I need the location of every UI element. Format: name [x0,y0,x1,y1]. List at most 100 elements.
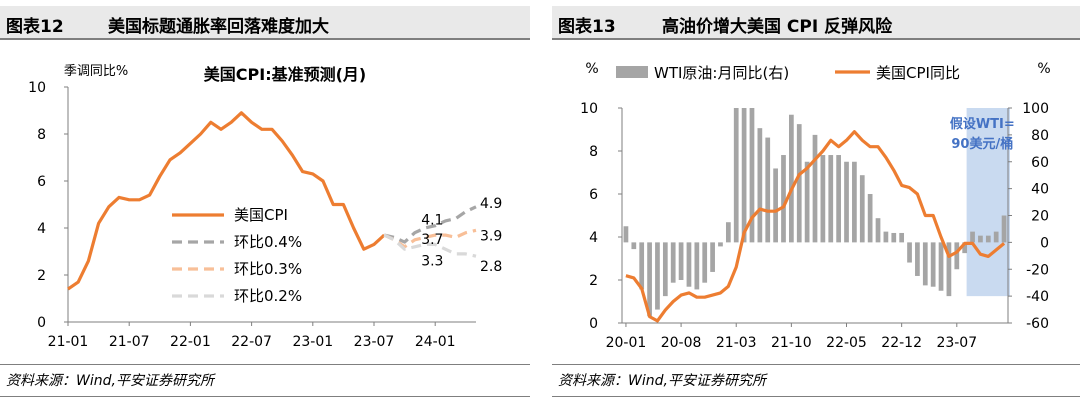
wti-yoy-bar [662,242,668,297]
wti-yoy-bar [757,128,763,243]
y-axis-title: 季调同比% [64,64,128,79]
data-label: 4.1 [421,213,443,229]
wti-yoy-bar [899,232,905,243]
wti-yoy-bar [1001,215,1007,243]
wti-yoy-bar [773,168,778,243]
x-tick-label: 22-12 [881,335,922,351]
x-tick-label: 23-07 [354,334,395,350]
us-cpi-yoy-line [625,130,1006,323]
left-bottom-divider [0,396,530,397]
wti-yoy-bar [647,242,652,317]
right-y-tick-label: 100 [1022,101,1049,117]
wti-yoy-bar [867,194,873,243]
wti-yoy-bar [796,124,802,243]
x-tick-label: 20-08 [661,335,702,351]
cpi-forecast-chart: 0 2 4 6 8 10 21-01 21-07 22-01 22-07 23-01 23-07 24-… [28,64,502,350]
wti-yoy-bar [686,242,692,287]
right-title-bar: 图表13 高油价增大美国 CPI 反弹风险 [552,6,1080,40]
y-tick-label: 2 [37,268,46,284]
wti-yoy-bar [789,114,794,243]
right-figure-title: 高油价增大美国 CPI 反弹风险 [662,17,893,37]
data-label: 4.9 [480,196,502,212]
right-y-tick-label: 40 [1031,182,1049,198]
wti-yoy-bar [883,231,889,243]
right-y-axis-unit: % [1037,61,1050,77]
left-title-bar: 图表12 美国标题通胀率回落难度加大 [0,6,530,40]
wti-yoy-bar [946,242,952,297]
left-figure-number: 图表12 [6,17,64,37]
wti-yoy-bar [655,242,660,310]
oil-cpi-chart: 0 2 4 6 8 10 -60 -40 -20 0 20 40 60 80 100 20-01 20-08 21… [580,61,1050,351]
legend-label: WTI原油:月同比(右) [654,64,789,82]
x-tick-label: 21-10 [771,335,812,351]
legend-label: 环比0.2% [234,287,302,305]
right-y-tick-label: -20 [1026,262,1049,278]
mom-0.2-line [383,233,477,258]
scenario-annotation-line2: 90美元/桶 [951,136,1013,152]
left-figure-title: 美国标题通胀率回落难度加大 [108,17,329,37]
wti-yoy-bar [749,108,755,243]
wti-yoy-bar [694,242,700,290]
right-source-note: 资料来源：Wind,平安证券研究所 [558,373,766,389]
wti-yoy-bar [710,242,715,272]
x-tick-label: 24-01 [415,334,456,350]
x-tick-label: 21-03 [716,335,757,351]
y-tick-label: 0 [37,315,46,331]
wti-yoy-bar [985,235,991,243]
wti-yoy-bar [639,242,645,290]
left-source-note: 资料来源：Wind,平安证券研究所 [6,373,214,389]
left-y-tick-label: 10 [580,101,598,117]
wti-yoy-bar [852,161,857,243]
data-label: 3.3 [421,253,443,269]
right-bottom-divider [552,396,1080,397]
wti-yoy-bar [993,231,999,243]
wti-yoy-bar [670,242,676,283]
wti-yoy-bar [938,242,944,291]
right-figure-panel: 图表13 高油价增大美国 CPI 反弹风险 0 2 4 6 8 10 -60 -40 -20 0 2… [552,0,1080,405]
x-tick-label: 23-01 [292,334,333,350]
wti-yoy-bar [930,242,936,287]
y-tick-label: 6 [37,174,46,190]
x-tick-label: 21-07 [109,334,150,350]
legend-swatch-bar [616,66,648,78]
wti-yoy-bar [733,108,739,243]
wti-yoy-bar [820,155,826,243]
right-source-divider [552,364,1080,365]
wti-yoy-bar [859,175,865,243]
wti-yoy-bar [844,161,849,243]
right-y-tick-label: 80 [1031,128,1049,144]
left-figure-panel: 图表12 美国标题通胀率回落难度加大 0 2 4 6 8 10 21-01 21-07 22-0… [0,0,530,405]
mom-0.4-line [383,205,477,244]
wti-yoy-bar [954,242,960,270]
wti-yoy-bar [836,155,841,243]
left-y-tick-label: 6 [589,187,598,203]
wti-yoy-bar [741,108,747,243]
y-tick-label: 4 [37,221,46,237]
x-tick-label: 22-01 [170,334,211,350]
wti-yoy-bar [631,242,637,250]
right-y-tick-label: -60 [1026,316,1049,332]
wti-yoy-bar [828,155,834,243]
wti-yoy-bar [962,242,968,254]
right-figure-number: 图表13 [558,17,616,37]
wti-yoy-bar [915,242,920,276]
y-tick-label: 10 [28,80,46,96]
right-y-tick-label: 0 [1040,235,1049,251]
wti-yoy-bar [875,218,881,243]
left-source-divider [0,364,530,365]
left-y-tick-label: 8 [589,144,598,160]
wti-yoy-bar [718,242,723,247]
data-label: 2.8 [480,259,502,275]
wti-yoy-bar [804,161,810,243]
left-y-tick-label: 4 [589,230,598,246]
wti-yoy-bar [725,222,731,243]
wti-yoy-bar [907,242,912,263]
scenario-annotation-line1: 假设WTI= [950,116,1015,132]
right-y-tick-label: -40 [1026,289,1049,305]
legend-label: 环比0.4% [234,233,302,251]
wti-yoy-bar [812,134,818,243]
right-y-tick-label: 60 [1031,155,1049,171]
wti-yoy-bar [970,231,975,243]
wti-yoy-bar [978,235,983,243]
